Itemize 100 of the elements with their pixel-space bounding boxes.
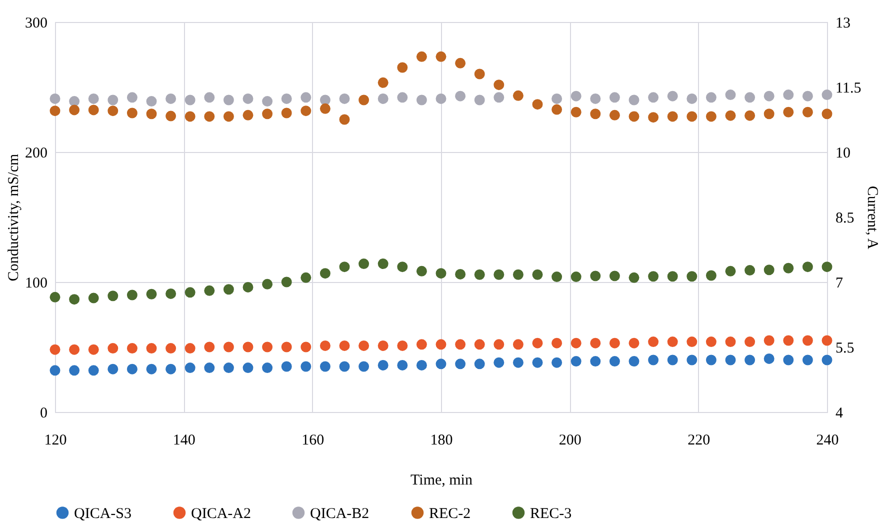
- point: [648, 271, 659, 282]
- point: [494, 80, 504, 90]
- point: [339, 340, 350, 351]
- point: [783, 106, 794, 118]
- point: [686, 93, 698, 104]
- point: [146, 288, 157, 300]
- point: [667, 354, 678, 366]
- point: [242, 342, 254, 352]
- point: [744, 110, 756, 121]
- point: [667, 90, 678, 102]
- x-tick-label: 140: [172, 432, 196, 448]
- point: [281, 276, 292, 288]
- point: [532, 269, 543, 280]
- point: [436, 268, 446, 279]
- point: [146, 343, 157, 354]
- point: [436, 93, 446, 104]
- point: [126, 108, 138, 118]
- point: [744, 354, 756, 366]
- point: [744, 265, 756, 276]
- point: [397, 340, 408, 351]
- point: [609, 270, 620, 282]
- point: [281, 108, 292, 118]
- point: [474, 68, 485, 80]
- point: [609, 92, 620, 103]
- point: [262, 342, 273, 352]
- point: [397, 360, 408, 370]
- point: [146, 96, 157, 107]
- point: [378, 360, 388, 370]
- point: [69, 365, 80, 376]
- legend-label: REC-3: [530, 506, 572, 522]
- point: [474, 269, 485, 280]
- y-tick-label: 300: [25, 16, 48, 32]
- point: [339, 114, 350, 125]
- y2-tick-label: 10: [836, 146, 850, 162]
- point: [552, 357, 562, 368]
- point: [223, 94, 234, 106]
- x-tick-label: 240: [816, 432, 839, 448]
- point: [320, 361, 330, 372]
- point: [50, 292, 60, 302]
- point: [552, 338, 562, 348]
- point: [474, 94, 485, 106]
- point: [300, 361, 312, 372]
- point: [494, 357, 504, 368]
- point: [822, 90, 832, 100]
- point: [706, 336, 716, 348]
- point: [416, 266, 427, 276]
- point: [378, 77, 388, 88]
- point: [88, 365, 99, 376]
- y2-axis-title: Current, A: [864, 186, 880, 250]
- point: [802, 354, 813, 366]
- point: [455, 90, 466, 102]
- point: [590, 338, 601, 348]
- point: [783, 90, 794, 100]
- point: [184, 287, 196, 298]
- point: [300, 92, 312, 103]
- point: [764, 264, 774, 276]
- point: [69, 294, 80, 305]
- point: [358, 340, 370, 351]
- legend-label: REC-2: [429, 506, 471, 522]
- point: [532, 99, 543, 110]
- point: [725, 90, 736, 100]
- point: [339, 361, 350, 372]
- point: [397, 62, 408, 73]
- point: [204, 285, 215, 296]
- point: [764, 90, 774, 102]
- point: [69, 104, 80, 116]
- point: [69, 96, 80, 107]
- point: [667, 271, 678, 282]
- point: [802, 335, 813, 346]
- point: [725, 110, 736, 121]
- point: [570, 356, 582, 367]
- point: [744, 336, 756, 348]
- point: [474, 358, 485, 370]
- point: [628, 111, 640, 122]
- point: [686, 354, 698, 366]
- point: [339, 262, 350, 272]
- point: [648, 354, 659, 366]
- point: [223, 342, 234, 352]
- point: [455, 58, 466, 68]
- point: [570, 106, 582, 118]
- point: [455, 268, 466, 280]
- point: [590, 93, 601, 104]
- point: [416, 51, 427, 62]
- point: [725, 354, 736, 366]
- point: [783, 335, 794, 346]
- point: [436, 51, 446, 62]
- point: [416, 339, 427, 350]
- point: [706, 354, 716, 366]
- point: [628, 338, 640, 348]
- point: [320, 94, 330, 106]
- point: [146, 364, 157, 374]
- point: [609, 356, 620, 367]
- point: [436, 339, 446, 350]
- point: [320, 103, 330, 114]
- point: [667, 336, 678, 348]
- point: [108, 106, 118, 116]
- point: [532, 357, 543, 368]
- point: [300, 106, 312, 116]
- point: [88, 104, 99, 116]
- point: [552, 272, 562, 282]
